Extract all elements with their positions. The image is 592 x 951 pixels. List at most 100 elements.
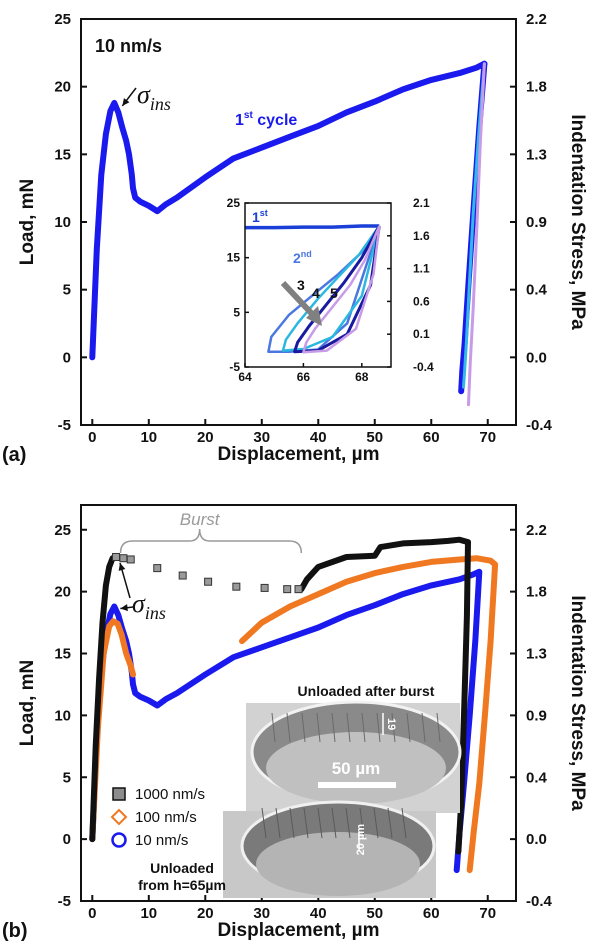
arrow-head [122, 98, 130, 106]
burst-point [153, 564, 162, 573]
y2-tick-label: -0.4 [526, 417, 553, 434]
panel-label: (b) [2, 920, 28, 942]
legend-label: 100 nm/s [135, 809, 197, 826]
y2-tick-label: 0.4 [526, 769, 548, 786]
y2-axis-label: Indentation Stress, MPa [567, 114, 588, 330]
y2-tick-label: 0.9 [526, 214, 547, 231]
burst-brace [119, 528, 303, 554]
y2-axis-label: Indentation Stress, MPa [567, 595, 588, 811]
first-cycle-label: 1st cycle [235, 110, 297, 129]
inset-y-tick-label: 15 [227, 251, 241, 265]
series-line [89, 60, 488, 361]
data-series [89, 536, 499, 874]
inset-y-tick-label: 5 [233, 305, 240, 319]
y2-tick-label: 0.4 [526, 282, 548, 299]
y-tick-label: 20 [54, 79, 71, 96]
pit-wall-streak [406, 712, 411, 743]
pit-wall-streak [331, 712, 336, 743]
inset-trend-arrow [280, 280, 317, 319]
inset-cycle-label: 4 [312, 285, 320, 301]
panel-label: (a) [2, 444, 26, 466]
burst-point [260, 583, 269, 592]
pit-wall-streak [436, 712, 441, 743]
burst-point [232, 582, 241, 591]
inset-cycle-label: 3 [297, 277, 305, 293]
x-tick-label: 50 [366, 905, 383, 922]
x-tick-label: 20 [197, 905, 214, 922]
x-tick-label: 40 [310, 905, 327, 922]
pit-wall-streak [261, 807, 267, 839]
unloaded-from-label-1: Unloaded [150, 860, 214, 876]
inset-y2-tick-label: 0.1 [413, 327, 430, 341]
inset-x-tick-label: 66 [297, 370, 311, 384]
y-tick-label: 10 [54, 214, 71, 231]
pit-wall-streak [421, 712, 426, 743]
burst-point [126, 555, 135, 564]
legend-label: 10 nm/s [135, 832, 188, 849]
y2-tick-label: 1.3 [526, 146, 547, 163]
inset-frame [244, 202, 392, 368]
inset-y-tick-label: 25 [227, 196, 241, 210]
pit-wall-streak [331, 807, 337, 839]
sigma-ins-label: σins [137, 80, 171, 114]
x-tick-label: 60 [423, 905, 440, 922]
inset-y2-tick-label: 0.6 [413, 294, 430, 308]
y-tick-label: 5 [63, 769, 71, 786]
pit-wall-streak [387, 807, 393, 839]
y-tick-label: 15 [54, 146, 71, 163]
inset-trend-arrow-head [306, 306, 322, 326]
x-tick-label: 30 [253, 429, 270, 446]
x-tick-label: 30 [253, 905, 270, 922]
x-axis-label: Displacement, µm [218, 444, 380, 465]
pit-wall-streak [301, 712, 306, 743]
inset-y2-tick-label: 1.1 [413, 262, 430, 276]
y-tick-label: 0 [63, 831, 71, 848]
y-tick-label: 5 [63, 282, 71, 299]
depth-label-top: 19 [385, 718, 397, 730]
pit-floor [256, 832, 420, 896]
pit-wall-streak [401, 807, 407, 839]
pit-wall-streak [289, 807, 295, 839]
unloaded-from-label-2: from h=65µm [138, 877, 226, 893]
x-tick-label: 60 [423, 429, 440, 446]
pit-wall-streak [345, 807, 351, 839]
y-tick-label: 20 [54, 584, 71, 601]
y-tick-label: -5 [58, 893, 71, 910]
inset-series-line [281, 225, 381, 352]
pit-wall-streak [317, 807, 323, 839]
legend-square-marker [112, 787, 126, 801]
x-tick-label: 50 [366, 429, 383, 446]
inset-y2-tick-label: 1.6 [413, 229, 430, 243]
pit-wall-streak [303, 807, 309, 839]
burst-point [204, 577, 213, 586]
series-line [462, 62, 486, 389]
y2-tick-label: 0.9 [526, 707, 547, 724]
y-tick-label: 10 [54, 707, 71, 724]
y-tick-label: 25 [54, 522, 71, 539]
pit-wall-streak [346, 712, 351, 743]
pit-floor [266, 732, 446, 804]
legend-diamond-marker [110, 808, 128, 826]
inset-y-tick-label: -5 [229, 360, 240, 374]
inset-series-line [302, 225, 381, 354]
micrograph-after-burst: Unloaded after burst 19 50 µm [246, 683, 462, 813]
inset-y2-tick-label: -0.4 [413, 360, 434, 374]
x-tick-label: 10 [140, 905, 157, 922]
panel-b: 0 10 20 30 40 50 60 70 -5 -0.4 0 0.0 5 0.4 10 0.9 15 1.3 2… [2, 504, 588, 942]
x-tick-label: 20 [197, 429, 214, 446]
burst-point [112, 552, 121, 561]
y-axis-label: Load, mN [17, 660, 38, 747]
arrow-head [120, 604, 128, 612]
y-tick-label: 0 [63, 349, 71, 366]
scale-bar [318, 782, 396, 788]
x-axis-label: Displacement, µm [218, 920, 380, 941]
x-tick-label: 10 [140, 429, 157, 446]
depth-label-bottom: 20 µm [355, 824, 367, 856]
burst-point [283, 585, 292, 594]
burst-point [178, 571, 187, 580]
inset-x-tick-label: 64 [238, 370, 252, 384]
x-tick-label: 0 [88, 905, 96, 922]
